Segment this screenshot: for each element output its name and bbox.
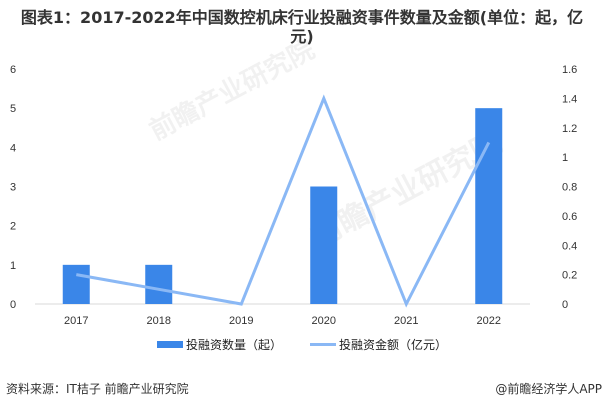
credit-note: @前瞻经济学人APP — [495, 382, 602, 396]
x-axis-tick: 2020 — [312, 315, 336, 327]
right-axis-tick: 1 — [562, 152, 568, 164]
bar-swatch-icon — [156, 341, 183, 348]
chart-title-line2: 元) — [290, 27, 314, 46]
left-axis-tick: 2 — [10, 221, 16, 233]
legend-label-amount: 投融资金额（亿元） — [339, 338, 448, 352]
chart-title-line1: 图表1：2017-2022年中国数控机床行业投融资事件数量及金额(单位：起，亿 — [20, 8, 584, 27]
footer: 资料来源：IT桔子 前瞻产业研究院 @前瞻经济学人APP — [6, 380, 602, 397]
legend-item-amount: 投融资金额（亿元） — [310, 336, 447, 353]
x-axis-tick: 2021 — [394, 315, 418, 327]
bar-2018 — [145, 264, 173, 304]
legend-label-count: 投融资数量（起） — [185, 338, 282, 352]
right-axis-tick: 1.4 — [562, 93, 577, 105]
x-axis-tick: 2022 — [477, 315, 501, 327]
x-axis-tick: 2018 — [147, 315, 171, 327]
bar-2020 — [310, 186, 338, 304]
left-axis-tick: 4 — [10, 142, 16, 154]
bar-2017 — [62, 264, 90, 304]
source-note: 资料来源：IT桔子 前瞻产业研究院 — [6, 382, 189, 396]
bar-2022 — [475, 108, 503, 305]
x-axis-tick: 2019 — [229, 315, 253, 327]
right-axis-tick: 0.6 — [562, 211, 577, 223]
legend-item-count: 投融资数量（起） — [156, 336, 282, 353]
right-axis-tick: 1.2 — [562, 123, 577, 135]
left-axis-tick: 6 — [10, 64, 16, 76]
x-axis-tick: 2017 — [64, 315, 88, 327]
left-axis-tick: 1 — [10, 260, 16, 272]
right-axis-tick: 0.2 — [562, 270, 577, 282]
amount-line — [76, 94, 491, 308]
left-axis-tick: 5 — [10, 103, 16, 115]
right-axis-tick: 0 — [562, 299, 568, 311]
chart-title: 图表1：2017-2022年中国数控机床行业投融资事件数量及金额(单位：起，亿 … — [0, 8, 604, 46]
right-axis-tick: 0.4 — [562, 240, 577, 252]
right-axis-tick: 0.8 — [562, 182, 577, 194]
left-axis-tick: 3 — [10, 182, 16, 194]
left-axis-tick: 0 — [10, 299, 16, 311]
right-axis-tick: 1.6 — [562, 64, 577, 76]
chart-legend: 投融资数量（起） 投融资金额（亿元） — [0, 336, 604, 353]
line-swatch-icon — [310, 343, 336, 346]
